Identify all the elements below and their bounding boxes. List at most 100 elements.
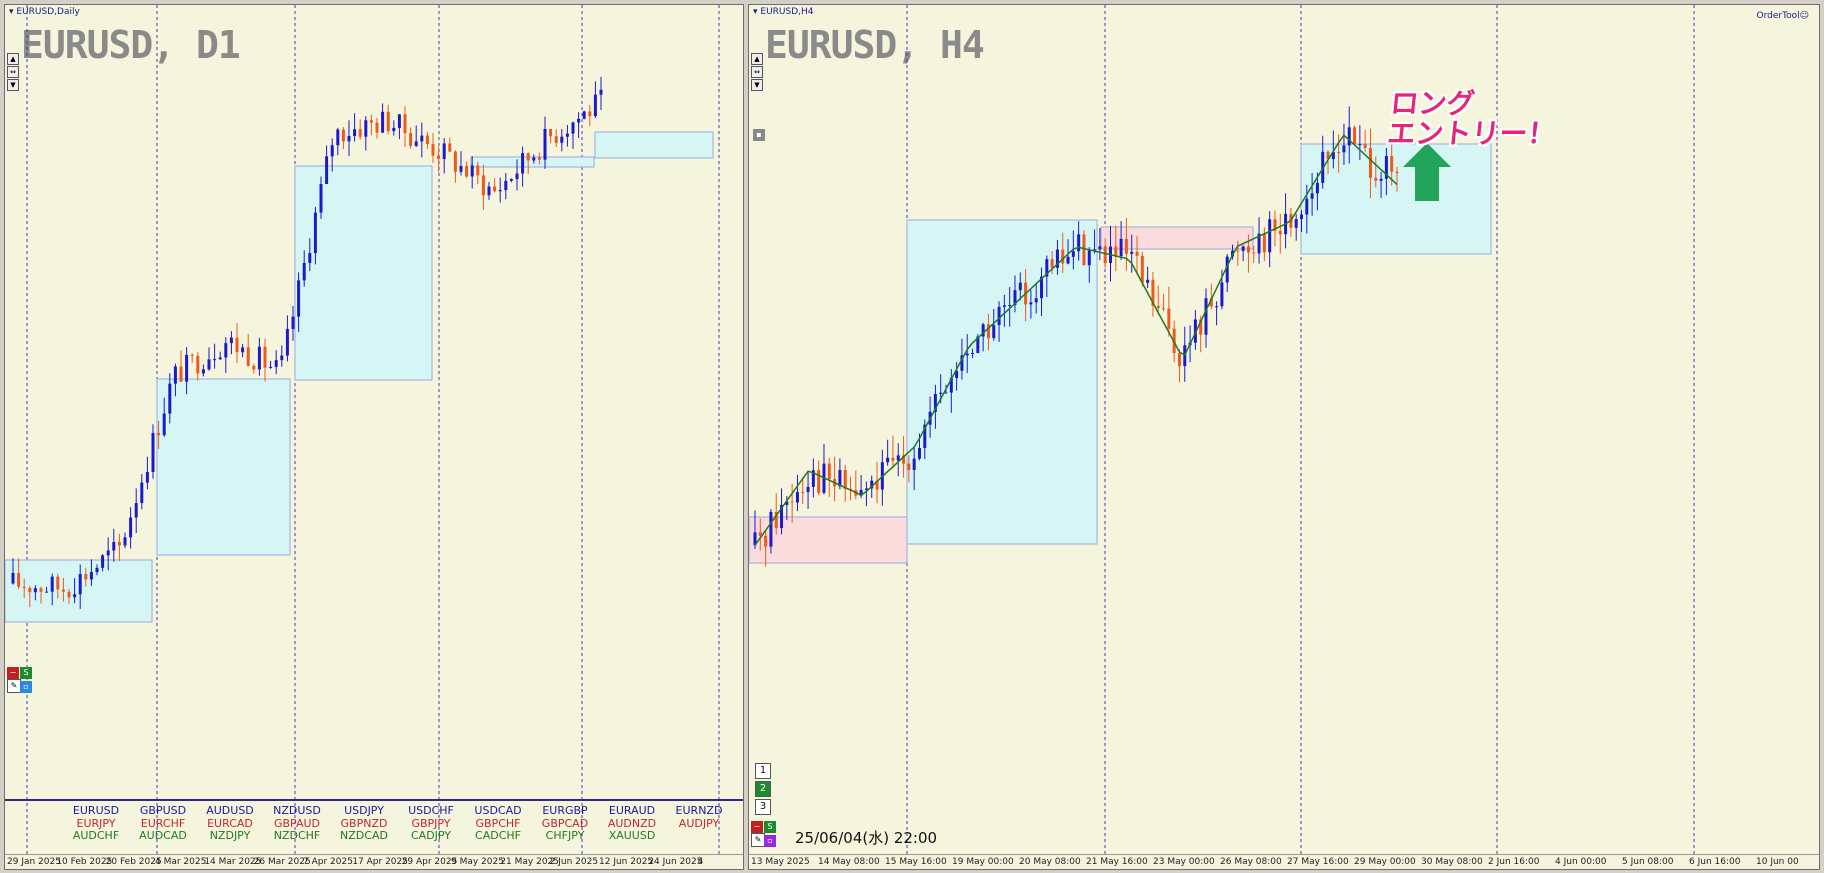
time-axis-label: 30 May 08:00 (1421, 857, 1483, 867)
minimize-button[interactable]: − (751, 821, 763, 833)
candle-body (1066, 256, 1070, 264)
candle-body (1262, 233, 1266, 253)
pair-link[interactable]: GBPAUD (273, 816, 321, 830)
candle-body (409, 133, 413, 146)
candle-body (453, 151, 457, 172)
d1-candlestick-chart[interactable] (5, 5, 744, 870)
candle-body (252, 365, 256, 370)
order-tool-label[interactable]: OrderTool☺ (1756, 11, 1809, 21)
candle-body (1225, 256, 1229, 283)
purple-square-icon[interactable]: ▫ (764, 835, 776, 847)
scale-up-button[interactable]: ▲ (751, 53, 763, 65)
candle-body (1363, 144, 1367, 148)
num-button-2[interactable]: 2 (755, 781, 771, 797)
candle-body (112, 541, 116, 551)
camera-icon[interactable]: ▪ (753, 129, 765, 141)
pair-link[interactable]: GBPJPY (411, 816, 451, 830)
candle-body (168, 383, 172, 414)
pair-link[interactable]: AUDCAD (139, 829, 187, 842)
s-button[interactable]: S (20, 667, 32, 679)
candle-body (330, 145, 334, 157)
candle-body (1395, 171, 1399, 174)
pair-link[interactable]: GBPNZD (340, 816, 388, 830)
time-axis-label: 12 Jun 2025 (599, 857, 654, 867)
window-title-text: EURUSD,Daily (16, 7, 80, 17)
cursor-icon[interactable]: ✎ (7, 679, 21, 693)
pair-link[interactable]: GBPCAD (541, 816, 589, 830)
time-axis-label: 20 Feb 2025 (105, 857, 162, 867)
candle-body (196, 355, 200, 374)
cursor-icon[interactable]: ✎ (751, 833, 765, 847)
pair-link[interactable]: EURCAD (207, 816, 253, 830)
pair-link[interactable]: EURAUD (608, 804, 656, 817)
candle-body (1278, 230, 1282, 235)
candle-body (302, 262, 306, 281)
pair-link[interactable]: GBPUSD (139, 804, 187, 817)
pair-column: EURNZD AUDJPY (674, 804, 724, 830)
scale-fix-button[interactable]: ⇔ (7, 66, 19, 78)
scale-up-button[interactable]: ▲ (7, 53, 19, 65)
time-axis-label: 7 Apr 2025 (303, 857, 353, 867)
pair-link[interactable]: AUDNZD (607, 816, 657, 830)
candle-body (1374, 177, 1378, 181)
candle-body (392, 127, 396, 132)
s-button[interactable]: S (764, 821, 776, 833)
pair-link[interactable]: GBPCHF (475, 816, 521, 830)
candle-body (425, 135, 429, 145)
pair-link[interactable]: EURNZD (675, 804, 723, 817)
scale-fix-button[interactable]: ⇔ (751, 66, 763, 78)
pair-link[interactable]: NZDJPY (209, 829, 251, 842)
left-chart-window[interactable]: ▾ EURUSD,Daily EURUSD, D1 ▲ ⇔ ▼ − S ✎ ▫ … (4, 4, 744, 870)
pair-link[interactable]: USDCAD (474, 804, 522, 817)
window-title-text: EURUSD,H4 (760, 7, 814, 17)
candle-body (886, 457, 890, 463)
minimize-button[interactable]: − (7, 667, 19, 679)
pair-link[interactable]: USDCHF (408, 804, 454, 817)
pair-column: USDCAD GBPCHF CADCHF (473, 804, 523, 843)
pair-link[interactable]: XAUUSD (608, 829, 656, 842)
pair-link[interactable]: EURJPY (76, 816, 116, 830)
time-axis-label: 26 Mar 2025 (253, 857, 311, 867)
pair-link[interactable]: CADCHF (475, 829, 521, 842)
scale-down-button[interactable]: ▼ (7, 79, 19, 91)
candle-body (764, 535, 768, 547)
scale-down-button[interactable]: ▼ (751, 79, 763, 91)
pair-link[interactable]: AUDCHF (72, 829, 120, 842)
pair-link[interactable]: AUDUSD (206, 804, 254, 817)
right-chart-window[interactable]: ▾ EURUSD,H4 OrderTool☺ EURUSD, H4 ▲ ⇔ ▼ … (748, 4, 1820, 870)
time-axis-label: 20 May 08:00 (1019, 857, 1081, 867)
candle-body (593, 94, 597, 117)
candle-body (442, 143, 446, 159)
candle-body (397, 114, 401, 128)
candle-body (218, 357, 222, 360)
price-scale-buttons: ▲ ⇔ ▼ (7, 53, 19, 92)
pair-link[interactable]: AUDJPY (678, 816, 720, 830)
candle-body (341, 129, 345, 142)
candle-body (1347, 127, 1351, 146)
candle-body (224, 343, 228, 358)
candle-body (347, 135, 351, 142)
price-scale-buttons: ▲ ⇔ ▼ (751, 53, 763, 92)
candle-body (971, 352, 975, 354)
candle-body (403, 114, 407, 134)
candle-body (891, 457, 895, 461)
time-axis-label: 6 Jun 16:00 (1689, 857, 1741, 867)
blue-square-icon[interactable]: ▫ (20, 681, 32, 693)
pair-link[interactable]: EURCHF (140, 816, 186, 830)
pair-link[interactable]: EURGBP (542, 804, 588, 817)
candle-body (1002, 305, 1006, 307)
pair-link[interactable]: EURUSD (72, 804, 120, 817)
pair-link[interactable]: CHFJPY (545, 829, 585, 842)
num-button-1[interactable]: 1 (755, 763, 771, 779)
pair-link[interactable]: NZDCAD (340, 829, 388, 842)
candle-body (992, 325, 996, 339)
up-arrow-icon (1403, 143, 1451, 201)
h4-candlestick-chart[interactable] (749, 5, 1820, 870)
num-button-3[interactable]: 3 (755, 799, 771, 815)
pair-link[interactable]: NZDUSD (273, 804, 321, 817)
candle-body (955, 370, 959, 378)
candle-body (588, 111, 592, 117)
pair-link[interactable]: NZDCHF (273, 829, 321, 842)
pair-link[interactable]: CADJPY (410, 829, 452, 842)
pair-link[interactable]: USDJPY (344, 804, 384, 817)
